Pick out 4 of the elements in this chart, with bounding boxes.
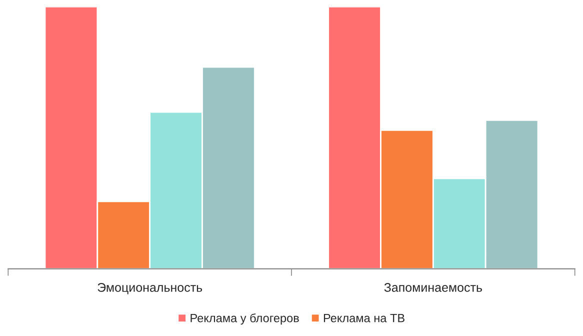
legend-label: Реклама у блогеров (190, 313, 299, 325)
x-tick-label: Эмоциональность (98, 283, 202, 294)
legend-label: Реклама на ТВ (324, 314, 404, 322)
x-tick-label: Запоминаемость (384, 283, 482, 292)
